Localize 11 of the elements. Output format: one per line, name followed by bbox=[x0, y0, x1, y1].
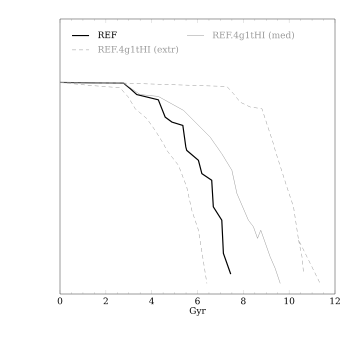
legend-label: REF.4g1tHI (med) bbox=[212, 31, 294, 40]
x-tick-label: 10 bbox=[284, 298, 294, 304]
x-tick-label: 8 bbox=[241, 298, 246, 304]
legend-label: REF.4g1tHI (extr) bbox=[98, 46, 178, 55]
x-tick-label: 12 bbox=[330, 298, 340, 304]
x-axis-title: Gyr bbox=[190, 307, 206, 316]
x-tick-label: 4 bbox=[149, 298, 154, 304]
legend-label: REF bbox=[98, 32, 117, 38]
x-tick-label: 6 bbox=[195, 298, 200, 304]
x-tick-label: 0 bbox=[58, 298, 62, 304]
x-tick-label: 2 bbox=[104, 298, 108, 304]
